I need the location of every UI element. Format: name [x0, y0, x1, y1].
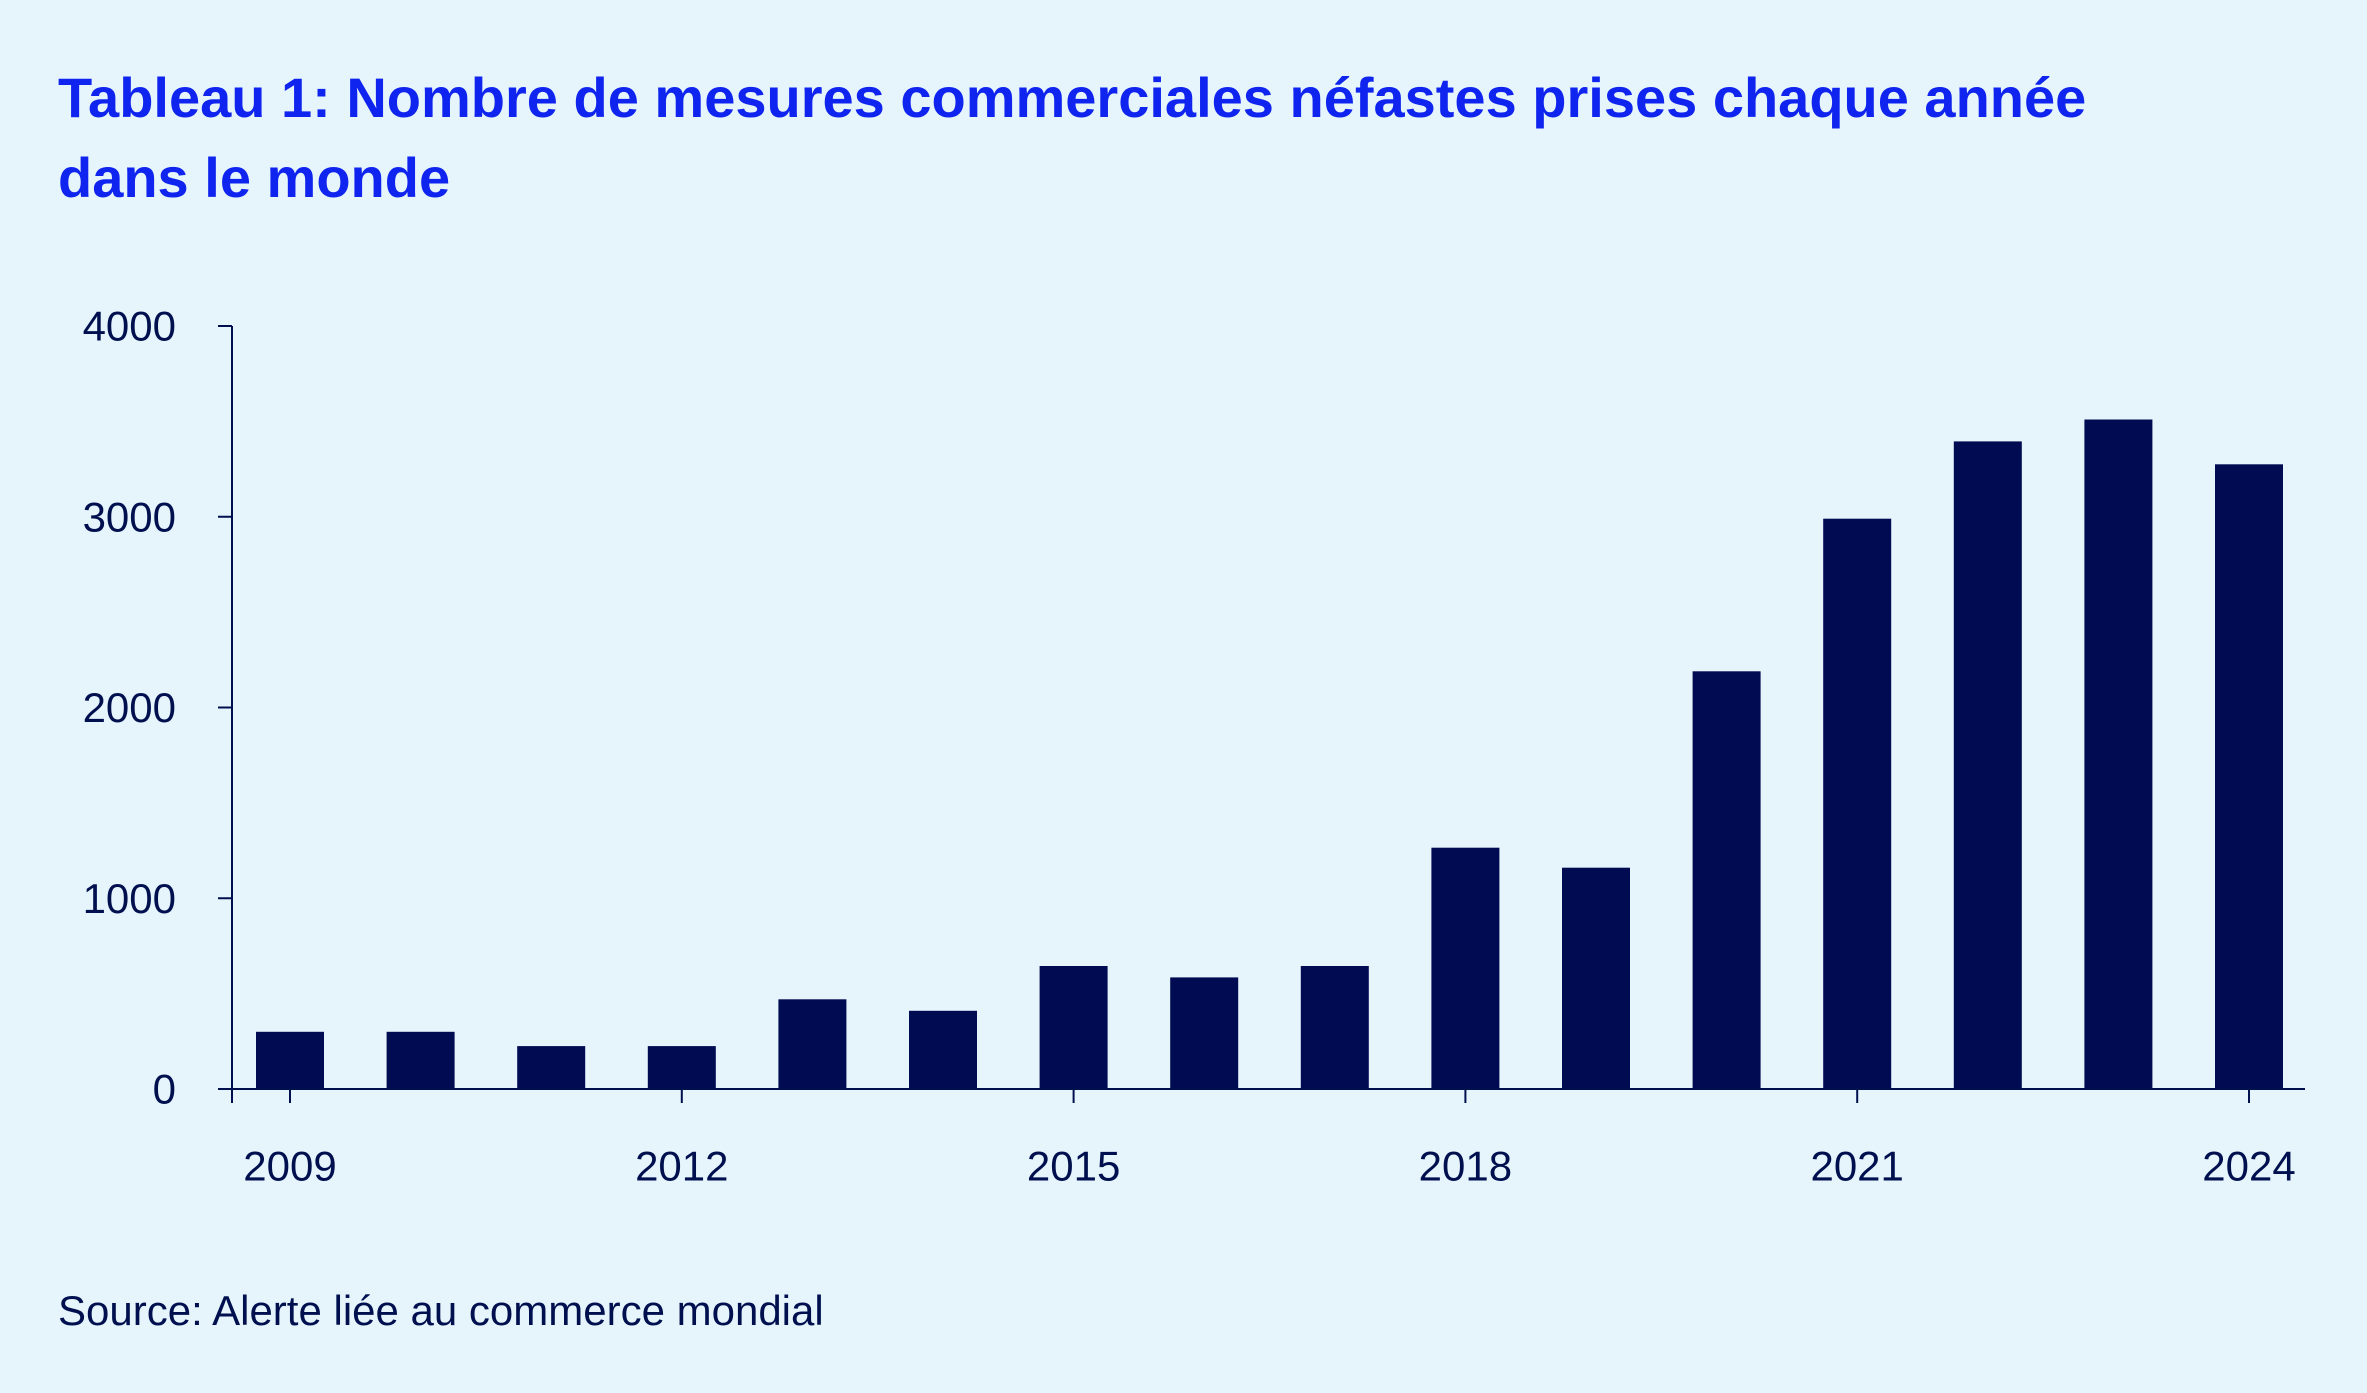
- bar-2009: [256, 1031, 324, 1089]
- x-tick-label-2012: 2012: [635, 1143, 728, 1190]
- bar-2011: [517, 1046, 586, 1089]
- x-tick-label-2018: 2018: [1419, 1143, 1512, 1190]
- bar-2014: [909, 1010, 977, 1089]
- bar-2016: [1170, 977, 1239, 1089]
- bar-2023: [2084, 419, 2153, 1089]
- chart-title: Tableau 1: Nombre de mesures commerciale…: [58, 66, 2087, 209]
- bar-2013: [778, 999, 847, 1089]
- x-tick-label-2009: 2009: [243, 1143, 336, 1190]
- x-tick-label-2015: 2015: [1027, 1143, 1120, 1190]
- bars-group: [256, 419, 2283, 1089]
- bar-2017: [1300, 966, 1369, 1089]
- x-tick-label-2021: 2021: [1810, 1143, 1903, 1190]
- y-tick-label-0: 0: [153, 1066, 176, 1113]
- bar-2022: [1953, 441, 2022, 1089]
- bar-2019: [1562, 867, 1630, 1089]
- source-note: Source: Alerte liée au commerce mondial: [58, 1287, 824, 1334]
- bar-2020: [1692, 671, 1761, 1089]
- tick-labels-group: 0 1000 2000 3000 4000 2009 2012 2015 2018 2021 202…: [83, 303, 2296, 1190]
- x-tick-label-2024: 2024: [2202, 1143, 2295, 1190]
- y-tick-label-1000: 1000: [83, 875, 176, 922]
- bar-2024: [2215, 464, 2283, 1089]
- y-tick-label-3000: 3000: [83, 493, 176, 540]
- bar-2015: [1039, 966, 1108, 1089]
- bar-2010: [386, 1031, 455, 1089]
- bar-2021: [1823, 518, 1892, 1089]
- y-tick-label-2000: 2000: [83, 684, 176, 731]
- bar-2018: [1431, 847, 1500, 1089]
- bar-2012: [647, 1046, 716, 1089]
- axes-group: [218, 325, 2305, 1103]
- y-tick-label-4000: 4000: [83, 303, 176, 350]
